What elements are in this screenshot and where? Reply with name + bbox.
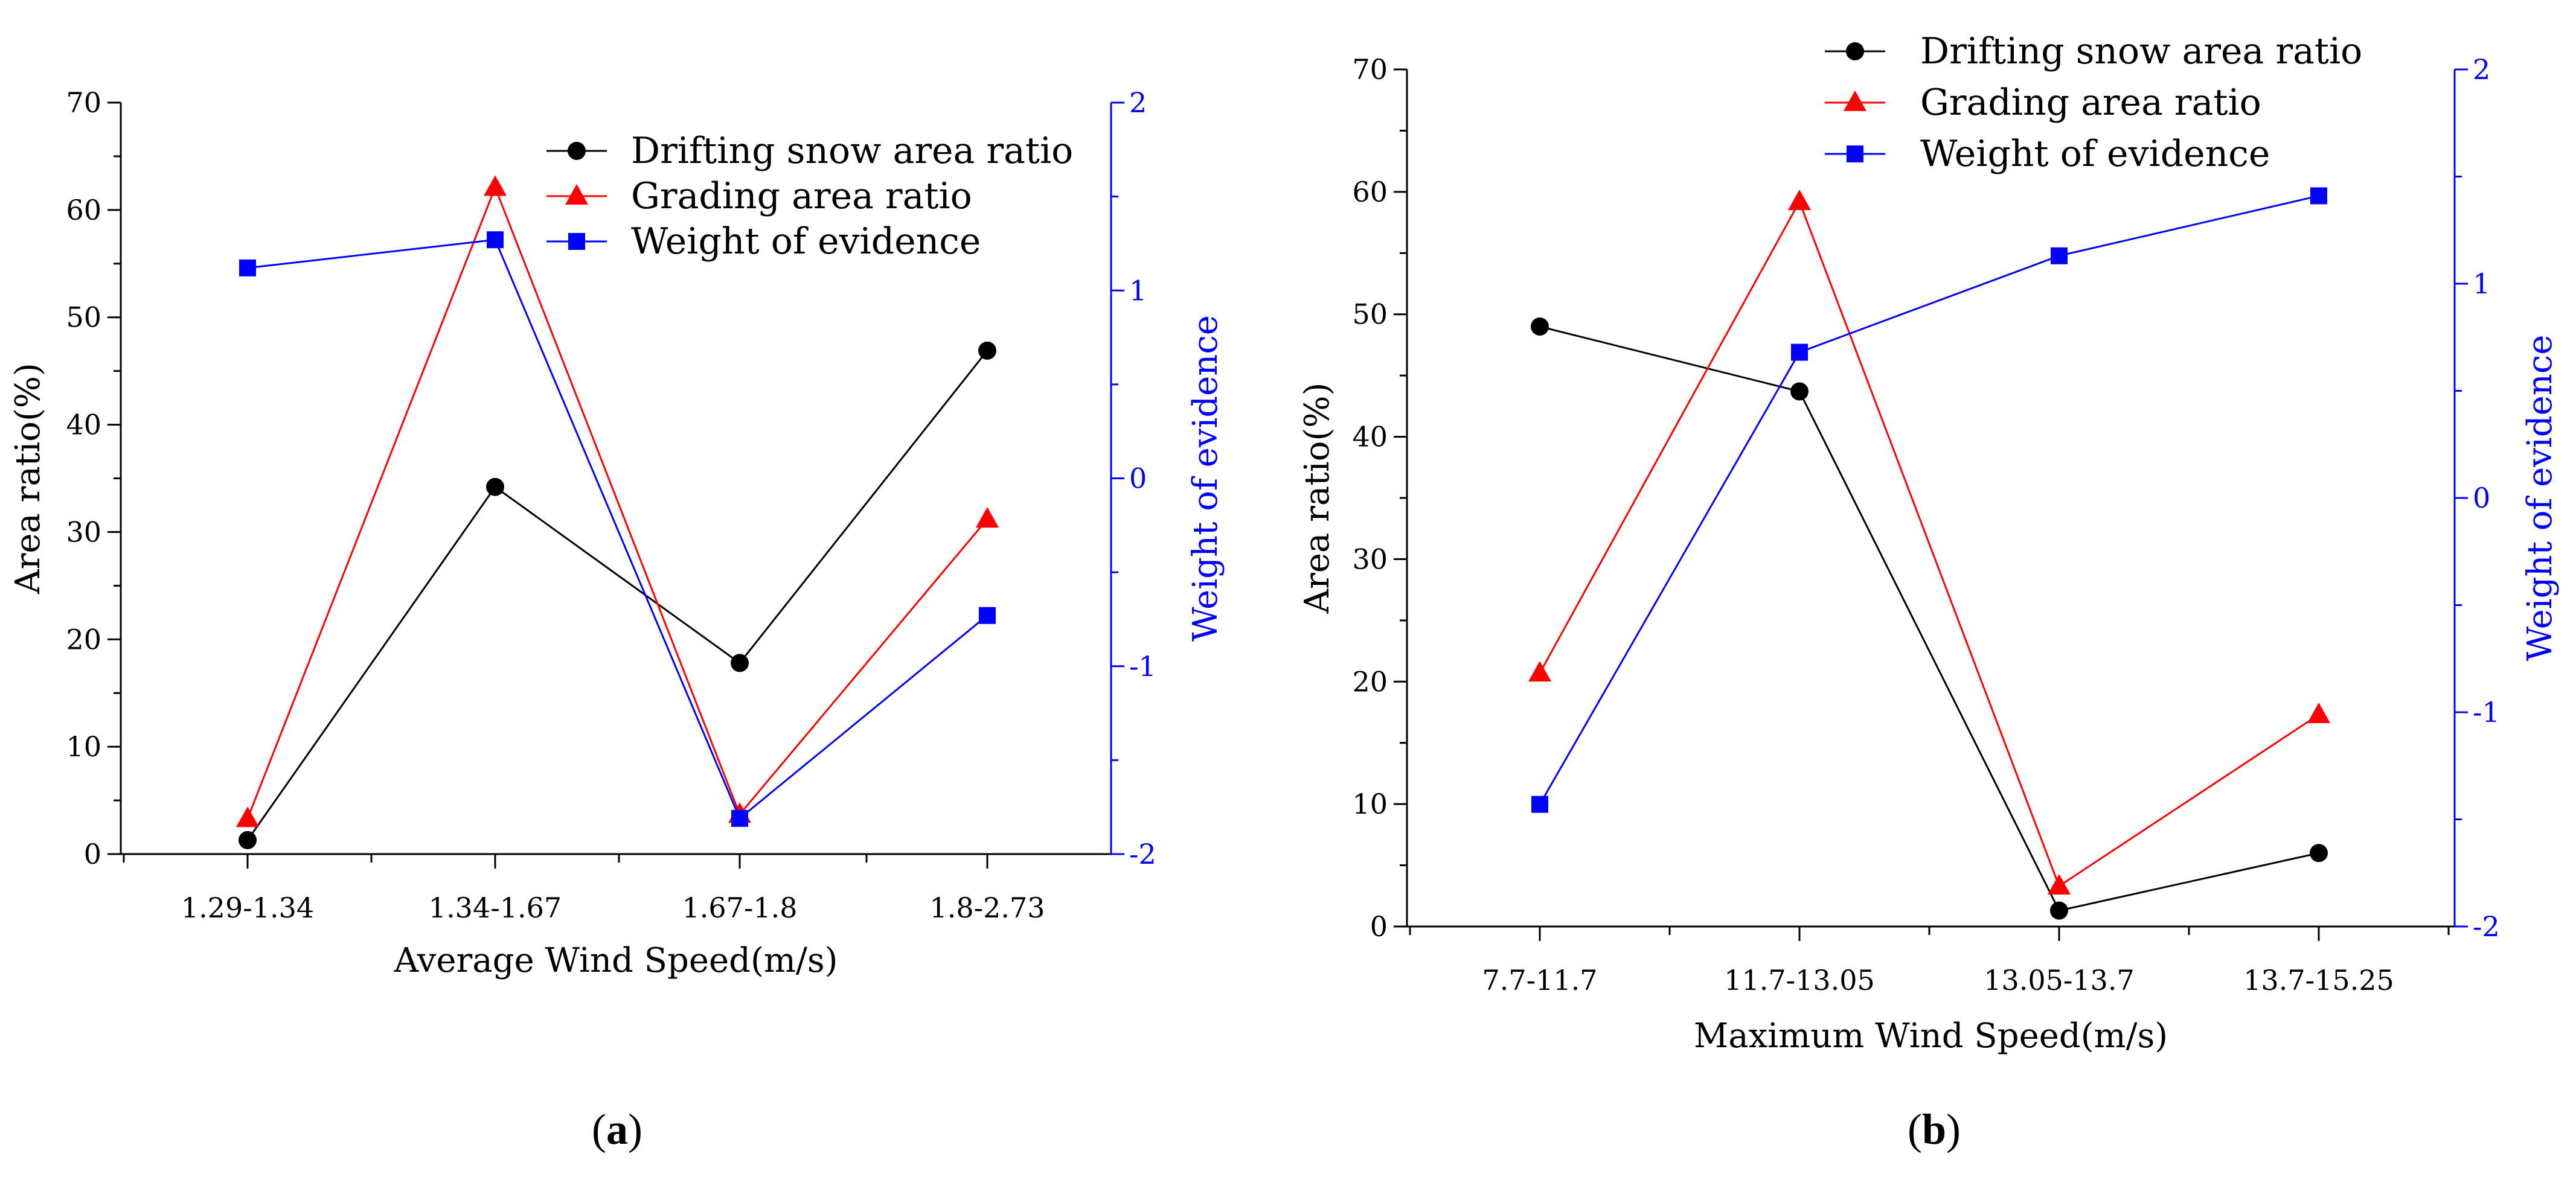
series-1 <box>1528 190 2330 895</box>
chart-panel-a: 0 10 20 30 40 50 60 70 -2 -1 0 1 2 1.29-1.34 1.34-1.67… <box>8 86 1225 1153</box>
series-line <box>247 238 988 820</box>
y-tick-label: 70 <box>1352 53 1388 86</box>
y-tick-label: 20 <box>66 623 101 655</box>
data-point <box>731 809 748 827</box>
legend-label: Grading area ratio <box>631 175 972 217</box>
data-point <box>239 259 256 276</box>
y-tick-label: 30 <box>66 515 101 548</box>
data-point <box>1528 661 1551 682</box>
data-point <box>1791 343 1808 361</box>
series-line <box>1539 199 2319 888</box>
series-0 <box>239 341 996 849</box>
data-point <box>979 607 996 624</box>
data-point <box>236 806 259 828</box>
y-tick-label: 10 <box>1352 788 1388 820</box>
y-axis-title: Area ratio(%) <box>8 363 48 595</box>
series-0 <box>1531 317 2328 920</box>
series-2 <box>1531 187 2327 813</box>
data-point <box>1531 796 1548 813</box>
series-line <box>246 349 988 841</box>
data-point <box>2048 874 2071 895</box>
legend-marker <box>1846 42 1864 60</box>
y-tick-label: 40 <box>66 409 101 441</box>
data-point <box>484 175 507 196</box>
y-tick-label: 60 <box>66 194 101 226</box>
legend-marker <box>568 233 585 250</box>
y-tick-label: 40 <box>1352 421 1388 453</box>
panel-label: b <box>1922 1105 1946 1153</box>
y2-tick-label: 1 <box>2473 267 2490 300</box>
data-point <box>239 831 257 849</box>
y2-tick-label: -1 <box>1129 650 1156 683</box>
data-point <box>2050 901 2068 920</box>
legend-marker <box>568 142 586 160</box>
data-point <box>731 654 749 672</box>
data-point <box>1790 382 1809 401</box>
chart-panel-b: 0 10 20 30 40 50 60 70 -2 -1 0 1 2 7.7-11.7 11.7-13.05… <box>1298 30 2560 1153</box>
data-point <box>1788 190 1811 211</box>
series-line <box>1539 325 2319 912</box>
legend-label: Weight of evidence <box>631 220 981 263</box>
y-tick-label: 20 <box>1352 665 1388 698</box>
legend-label: Drifting snow area ratio <box>1920 30 2362 72</box>
x-tick-label: 7.7-11.7 <box>1482 964 1597 997</box>
data-point <box>2310 187 2327 205</box>
data-point <box>2051 247 2068 264</box>
legend: Drifting snow area ratio Grading area rat… <box>1825 30 2362 175</box>
x-axis-title: Maximum Wind Speed(m/s) <box>1694 1016 2168 1056</box>
y2-tick-label: 2 <box>2473 53 2490 86</box>
data-point <box>1531 317 1549 336</box>
y2-tick-label: -2 <box>1129 838 1156 870</box>
x-tick-label: 11.7-13.05 <box>1724 964 1875 997</box>
y-tick-label: 50 <box>66 301 101 334</box>
x-tick-label: 1.34-1.67 <box>429 892 562 924</box>
y2-tick-label: 0 <box>2473 482 2490 514</box>
y-tick-label: 60 <box>1352 176 1388 208</box>
data-point <box>486 477 504 496</box>
y2-tick-label: -1 <box>2473 696 2500 729</box>
x-tick-label: 1.8-2.73 <box>929 892 1045 924</box>
series-line <box>246 185 988 819</box>
y2-axis-title: Weight of evidence <box>2520 335 2560 662</box>
panel-caption: (b) <box>1908 1105 1961 1153</box>
legend-label: Drifting snow area ratio <box>631 130 1073 172</box>
data-point <box>976 507 999 528</box>
y2-tick-label: 1 <box>1129 274 1147 307</box>
x-tick-label: 13.7-15.25 <box>2243 964 2394 997</box>
data-point <box>2307 703 2330 724</box>
x-tick-label: 1.29-1.34 <box>181 892 314 924</box>
legend-marker <box>1844 91 1866 111</box>
panel-label: a <box>606 1105 628 1153</box>
y-tick-label: 50 <box>1352 298 1388 331</box>
data-point <box>978 341 996 360</box>
legend-marker <box>565 184 588 205</box>
y2-axis-title: Weight of evidence <box>1186 315 1225 642</box>
y-tick-label: 0 <box>84 838 101 870</box>
y-tick-label: 30 <box>1352 543 1388 575</box>
series-1 <box>236 175 999 828</box>
y2-tick-label: 0 <box>1129 462 1147 495</box>
series-line <box>1539 194 2319 805</box>
x-tick-label: 1.67-1.8 <box>682 892 797 924</box>
y2-tick-label: -2 <box>2473 910 2500 943</box>
legend-label: Weight of evidence <box>1920 133 2270 175</box>
data-point <box>487 231 504 249</box>
x-axis-title: Average Wind Speed(m/s) <box>394 941 838 980</box>
data-point <box>2310 844 2328 863</box>
y2-tick-label: 2 <box>1129 86 1147 119</box>
legend-marker <box>1847 145 1863 162</box>
y-tick-label: 70 <box>66 86 101 119</box>
series-2 <box>239 231 996 827</box>
y-axis-title: Area ratio(%) <box>1298 383 1337 614</box>
legend-label: Grading area ratio <box>1920 81 2261 124</box>
x-tick-label: 13.05-13.7 <box>1984 964 2135 997</box>
y-tick-label: 0 <box>1370 910 1388 943</box>
panel-caption: (a) <box>592 1105 642 1153</box>
y-tick-label: 10 <box>66 730 101 763</box>
